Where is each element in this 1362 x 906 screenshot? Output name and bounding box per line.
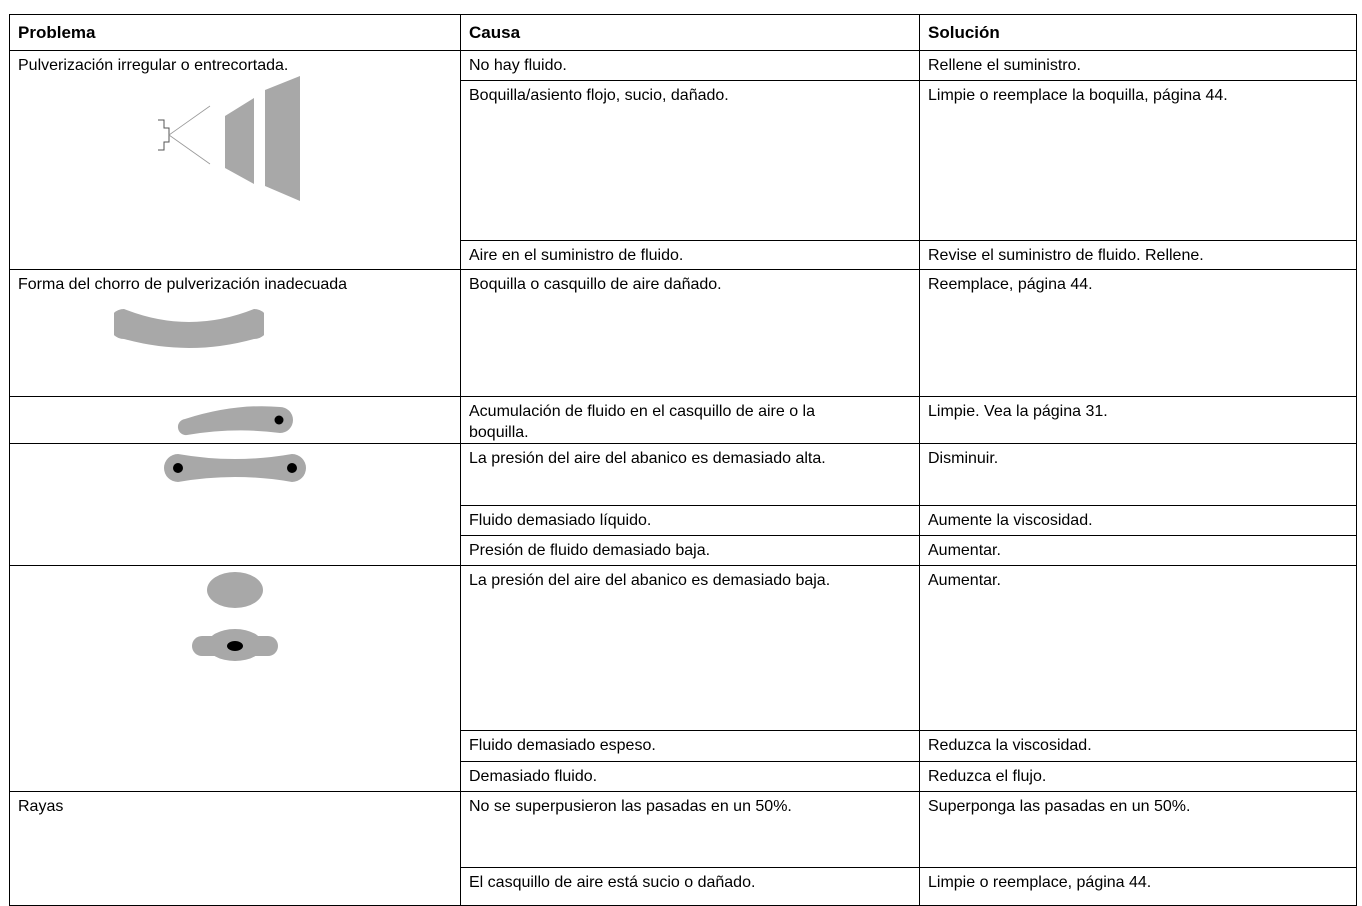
solution-cell: Disminuir. (919, 443, 1357, 506)
header-cell: Solución (919, 14, 1357, 51)
problem-text: Pulverización irregular o entrecortada. (18, 57, 289, 74)
row: Boquilla/asiento flojo, sucio, dañado. L… (10, 80, 1357, 241)
irregular-spray-icon (158, 76, 300, 201)
row: Acumulación de fluido en el casquillo de… (9, 396, 1357, 444)
header-row: Problema Causa Solución (9, 14, 1357, 51)
cause-cell: Boquilla/asiento flojo, sucio, dañado. (460, 80, 920, 241)
row: Aire en el suministro de fluido. Revise … (10, 240, 1357, 270)
problem-cell: Rayas (9, 791, 461, 906)
cause-cell: Presión de fluido demasiado baja. (460, 535, 920, 566)
solution-cell: Aumentar. (919, 535, 1357, 566)
cause-cell: Fluido demasiado espeso. (460, 730, 920, 762)
troubleshooting-table: Problema Causa Solución Pulverización ir… (9, 14, 1357, 906)
solution-cell: Limpie. Vea la página 31. (919, 396, 1357, 444)
row: Forma del chorro de pulverización inadec… (9, 269, 1357, 397)
icon-cell (9, 396, 461, 444)
curved-pattern-icon (114, 309, 264, 348)
row: Pulverización irregular o entrecortada. … (9, 50, 1357, 270)
cause-cell: Aire en el suministro de fluido. (460, 240, 920, 270)
header-cell: Causa (460, 14, 920, 51)
row: Fluido demasiado espeso. Reduzca la visc… (10, 730, 1357, 762)
cause-cell: Acumulación de fluido en el casquillo de… (460, 396, 920, 444)
buildup-pattern-icon (177, 406, 293, 436)
solution-cell: Aumentar. (919, 565, 1357, 731)
solution-cell: Limpie o reemplace la boquilla, página 4… (919, 80, 1357, 241)
cause-cell: Boquilla o casquillo de aire dañado. (460, 269, 920, 397)
cause-cell: Demasiado fluido. (460, 761, 920, 792)
solution-cell: Reduzca el flujo. (919, 761, 1357, 792)
row: La presión del aire del abanico es dema­… (9, 565, 1357, 792)
solution-cell: Rellene el suministro. (919, 50, 1357, 81)
solution-cell: Aumente la viscosidad. (919, 505, 1357, 536)
cause-cell: Fluido demasiado líquido. (460, 505, 920, 536)
dogbone-pattern-icon (164, 454, 306, 482)
icon-cell (9, 443, 461, 566)
header-cell: Problema (9, 14, 461, 51)
row: La presión del aire del abanico es dema­… (9, 443, 1357, 566)
row: Presión de fluido demasiado baja. Aument… (10, 535, 1357, 566)
icon-cell (9, 565, 461, 792)
row: Rayas No se superpusieron las pasadas en… (9, 791, 1357, 906)
cause-cell: La presión del aire del abanico es dema­… (460, 565, 920, 731)
solution-cell: Superponga las pasadas en un 50%. (919, 791, 1357, 868)
cause-cell: La presión del aire del abanico es dema­… (460, 443, 920, 506)
solution-cell: Reduzca la viscosidad. (919, 730, 1357, 762)
problem-cell: Forma del chorro de pulverización inadec… (9, 269, 461, 397)
narrow-pattern-icon (192, 572, 278, 661)
cause-cell: No hay fluido. (460, 50, 920, 81)
row: Fluido demasiado líquido. Aumente la vis… (10, 505, 1357, 536)
solution-cell: Reemplace, página 44. (919, 269, 1357, 397)
problem-text: Forma del chorro de pulverización inadec… (18, 276, 348, 293)
cause-cell: No se superpusieron las pasadas en un 50… (460, 791, 920, 868)
problem-cell: Pulverización irregular o entrecortada. (9, 50, 461, 270)
solution-cell: Revise el suministro de fluido. Rellene. (919, 240, 1357, 270)
